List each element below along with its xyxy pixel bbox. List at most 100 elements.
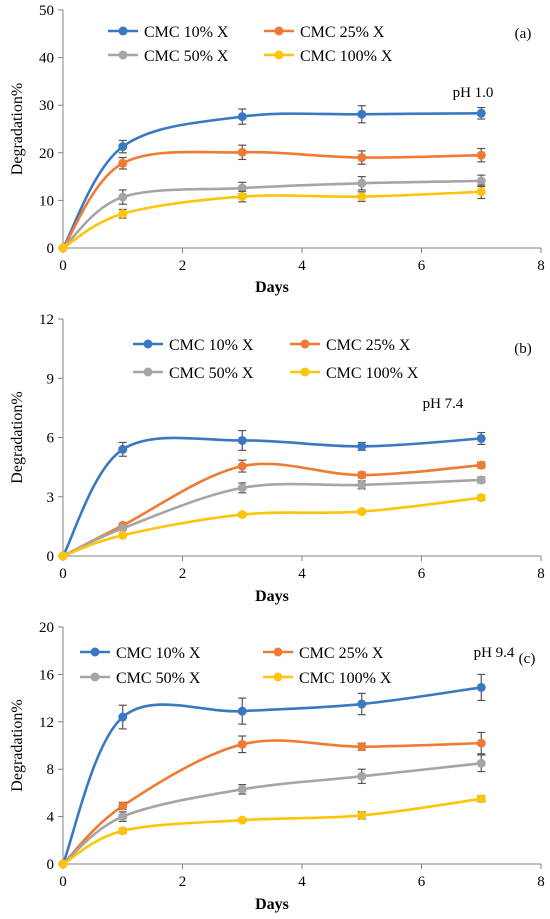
data-point — [476, 187, 486, 197]
data-point — [237, 784, 247, 794]
legend-swatch-marker — [274, 26, 284, 36]
y-tick-label: 30 — [39, 98, 54, 114]
data-point — [476, 150, 486, 160]
data-point — [118, 142, 128, 152]
y-tick-label: 20 — [39, 146, 54, 162]
x-tick-label: 2 — [179, 258, 187, 274]
y-tick-label: 12 — [39, 312, 54, 328]
series-cmc-10-x — [58, 673, 486, 869]
data-point — [118, 826, 128, 836]
legend-label: CMC 10% X — [169, 337, 254, 354]
ph-annotation: pH 7.4 — [423, 396, 464, 412]
x-tick-label: 2 — [179, 874, 187, 890]
legend-swatch-marker — [300, 339, 310, 349]
y-tick-label: 0 — [47, 241, 55, 257]
data-point — [476, 460, 486, 470]
panel-label: (c) — [519, 651, 536, 667]
legend-entry: CMC 100% X — [263, 670, 392, 687]
legend-entry: CMC 50% X — [80, 670, 201, 687]
data-point — [357, 699, 367, 709]
ph-annotation: pH 1.0 — [453, 85, 494, 101]
data-point — [237, 739, 247, 749]
x-tick-label: 4 — [298, 874, 306, 890]
legend-swatch-marker — [118, 50, 128, 60]
x-tick-label: 2 — [179, 566, 187, 582]
legend-label: CMC 25% X — [299, 645, 384, 662]
data-point — [118, 158, 128, 168]
data-point — [476, 794, 486, 804]
series-cmc-50-x — [58, 475, 486, 561]
series-cmc-10-x — [58, 429, 486, 561]
series-cmc-10-x — [58, 105, 486, 253]
legend-entry: CMC 25% X — [263, 645, 384, 662]
legend-swatch-marker — [300, 367, 310, 377]
legend-entry: CMC 100% X — [290, 365, 419, 382]
x-tick-label: 0 — [59, 258, 67, 274]
data-point — [237, 461, 247, 471]
legend-swatch-marker — [143, 367, 153, 377]
data-point — [118, 444, 128, 454]
x-tick-label: 8 — [537, 566, 545, 582]
data-point — [357, 441, 367, 451]
y-tick-label: 16 — [39, 667, 55, 683]
legend-swatch-marker — [274, 50, 284, 60]
x-tick-label: 6 — [418, 874, 426, 890]
data-point — [476, 738, 486, 748]
data-point — [118, 801, 128, 811]
y-tick-label: 4 — [47, 810, 55, 826]
legend-entry: CMC 25% X — [264, 24, 385, 41]
data-point — [118, 812, 128, 822]
data-point — [237, 483, 247, 493]
series-cmc-100-x — [58, 794, 486, 869]
series-cmc-25-x — [58, 731, 486, 869]
series-line — [61, 686, 482, 865]
y-tick-label: 0 — [47, 857, 55, 873]
data-point — [357, 480, 367, 490]
data-point — [237, 112, 247, 122]
data-point — [476, 475, 486, 485]
y-tick-label: 50 — [39, 3, 54, 19]
data-point — [357, 109, 367, 119]
data-point — [237, 815, 247, 825]
data-point — [237, 706, 247, 716]
legend-label: CMC 50% X — [144, 48, 229, 65]
series-cmc-25-x — [58, 459, 486, 561]
legend-entry: CMC 100% X — [264, 48, 393, 65]
x-tick-label: 0 — [59, 566, 67, 582]
data-point — [237, 192, 247, 202]
data-point — [118, 712, 128, 722]
data-point — [476, 493, 486, 503]
x-tick-label: 8 — [537, 874, 545, 890]
data-point — [357, 192, 367, 202]
data-point — [476, 176, 486, 186]
legend-label: CMC 10% X — [144, 24, 229, 41]
legend-entry: CMC 10% X — [133, 337, 254, 354]
series-line — [62, 462, 482, 558]
data-point — [476, 433, 486, 443]
legend-entry: CMC 25% X — [290, 337, 411, 354]
legend-swatch-marker — [273, 672, 283, 682]
series-cmc-100-x — [58, 493, 486, 561]
y-tick-label: 20 — [39, 620, 54, 636]
legend-label: CMC 100% X — [299, 670, 392, 687]
chart-panel-a: 0 10 20 30 40 50 0 2 4 6 8 Days Degradation% CMC 10% … — [9, 3, 545, 296]
data-point — [237, 435, 247, 445]
data-point — [357, 470, 367, 480]
y-tick-label: 6 — [47, 431, 55, 447]
series-line — [61, 111, 482, 249]
chart-panel-b: 0 3 6 9 12 0 2 4 6 8 Days Degradation% CMC 10% X CMC … — [9, 312, 545, 605]
y-axis-label: Degradation% — [9, 391, 26, 483]
legend-entry: CMC 10% X — [80, 645, 201, 662]
data-point — [357, 742, 367, 752]
data-point — [118, 530, 128, 540]
legend-label: CMC 25% X — [326, 337, 411, 354]
data-point — [357, 810, 367, 820]
panel-label: (a) — [515, 26, 532, 42]
y-tick-label: 0 — [47, 549, 55, 565]
data-point — [58, 551, 68, 561]
y-axis-label: Degradation% — [9, 699, 26, 791]
legend-swatch-marker — [143, 339, 153, 349]
series-line — [62, 478, 482, 558]
data-point — [476, 758, 486, 768]
